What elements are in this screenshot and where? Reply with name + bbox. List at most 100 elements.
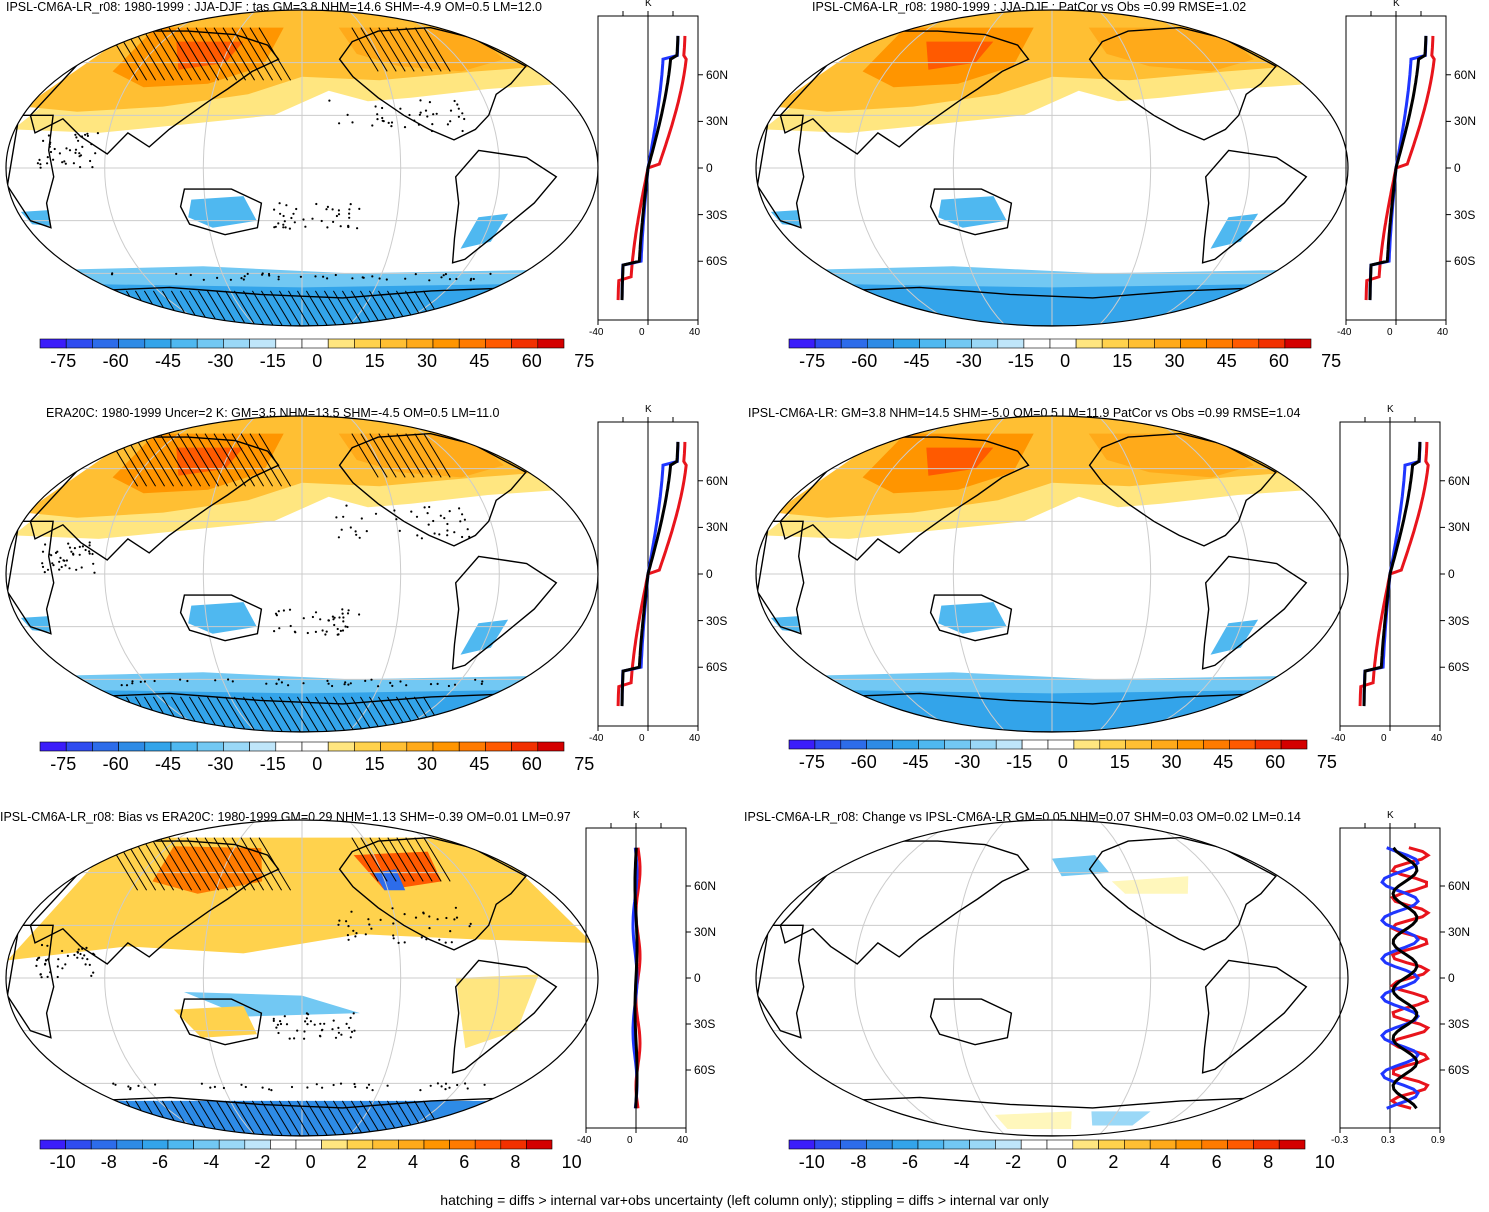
colorbar-swatch-1-18 (511, 338, 539, 349)
colorbar-swatch-5-3 (116, 1139, 143, 1150)
change-cool-spot (1052, 855, 1110, 877)
coast-samerica (1201, 959, 1308, 1074)
colorbar-label-1-2: -45 (155, 351, 182, 371)
colorbar-swatch-1-4 (144, 338, 172, 349)
panel-2-title: IPSL-CM6A-LR_r08: 1980-1999 : JJA-DJF : … (812, 0, 1247, 14)
colorbar-label-1-10: 75 (574, 351, 595, 371)
coast-eurasia (29, 436, 280, 561)
coast-samerica (1201, 149, 1308, 264)
colorbar-swatch-2-6 (945, 338, 972, 349)
colorbar-label-4-7: 30 (1161, 752, 1182, 772)
colorbar-swatch-2-7 (971, 338, 999, 349)
colorbar-swatch-6-17 (1227, 1139, 1254, 1150)
colorbar-label-3-4: -15 (259, 754, 286, 774)
colorbar-swatch-4-9 (1021, 739, 1049, 750)
map-border-6 (755, 819, 1349, 1137)
profile-lat-label-4-4: 60S (1448, 660, 1470, 675)
colorbar-label-4-2: -45 (902, 752, 929, 772)
coast-eurasia (779, 436, 1030, 561)
colorbar-swatch-1-7 (223, 338, 250, 349)
coast-namerica (338, 432, 528, 547)
colorbar-swatch-4-8 (995, 739, 1023, 750)
colorbar-swatch-3-18 (511, 741, 539, 752)
map-field-3 (6, 416, 598, 732)
graticule-6 (756, 820, 1348, 1136)
colorbar-swatch-1-3 (118, 338, 146, 349)
coast-namerica (1088, 432, 1278, 547)
profile-unit-3: K (645, 404, 652, 415)
colorbar-label-2-6: 15 (1112, 351, 1133, 371)
colorbar-swatch-1-8 (249, 338, 277, 349)
colorbar-label-1-9: 60 (521, 351, 542, 371)
colorbar-swatch-2-10 (1049, 338, 1077, 349)
colorbar-label-6-5: 0 (1056, 1152, 1067, 1172)
profile-lat-label-6-0: 60N (1448, 879, 1471, 893)
colorbar-swatch-2-8 (997, 338, 1025, 349)
bias-cool-pacific (184, 992, 360, 1017)
colorbar-label-5-0: -10 (49, 1152, 76, 1172)
profile-lat-label-4-3: 30S (1448, 613, 1470, 628)
coast-australia (929, 188, 1013, 236)
profile-lat-label-4-0: 60N (1448, 473, 1471, 488)
colorbar-label-2-3: -30 (955, 351, 982, 371)
colorbar-swatch-3-11 (327, 741, 355, 752)
colorbar-swatch-5-6 (193, 1139, 220, 1150)
map-border-5 (5, 819, 599, 1137)
colorbar-swatch-6-4 (891, 1139, 919, 1150)
profile-lat-label-3-4: 60S (706, 660, 728, 675)
map-panel-1 (5, 9, 599, 327)
colorbar-swatch-3-6 (196, 741, 224, 752)
profile-lat-label-3-3: 30S (706, 613, 728, 628)
colorbar-label-3-6: 15 (364, 754, 385, 774)
colorbar-swatch-3-19 (537, 741, 565, 752)
colorbar-label-1-7: 30 (417, 351, 438, 371)
colorbar-swatch-6-7 (969, 1139, 996, 1150)
coast-antarctica (836, 1096, 1273, 1136)
colorbar-swatch-1-12 (354, 338, 381, 349)
profile-black-3 (620, 441, 680, 707)
map-panel-5 (5, 819, 599, 1137)
colorbar-label-3-5: 0 (312, 754, 323, 774)
colorbar-label-2-8: 45 (1216, 351, 1237, 371)
coast-africa (6, 520, 55, 635)
colorbar-swatch-1-16 (458, 338, 486, 349)
coast-australia (929, 998, 1013, 1046)
profile-unit-5: K (633, 810, 640, 821)
profile-red-2 (1364, 35, 1436, 301)
colorbar-label-4-9: 60 (1265, 752, 1286, 772)
coast-namerica (338, 26, 528, 141)
change-cool-antarctic (1091, 1111, 1151, 1126)
coast-eurasia (29, 30, 280, 155)
colorbar-swatch-4-4 (892, 739, 919, 750)
profile-x-label-3-0: -40 (589, 733, 604, 744)
colorbar-swatch-5-18 (500, 1139, 527, 1150)
profile-x-label-5-0: -40 (577, 1135, 592, 1146)
colorbar-label-3-10: 75 (574, 754, 595, 774)
coast-australia (929, 594, 1013, 642)
profile-x-label-4-2: 40 (1431, 733, 1443, 744)
colorbar-swatch-2-19 (1284, 338, 1312, 349)
colorbar-swatch-6-12 (1098, 1139, 1125, 1150)
colorbar-swatch-3-15 (432, 741, 460, 752)
bias-hot-asia (152, 846, 263, 894)
profile-x-label-5-1: 0 (627, 1135, 633, 1146)
graticule-2 (756, 10, 1348, 326)
coast-samerica (451, 959, 558, 1074)
colorbar-swatch-5-11 (321, 1139, 348, 1150)
zonal-profile-1 (597, 11, 703, 325)
colorbar-swatch-6-13 (1124, 1139, 1151, 1150)
coast-eurasia (29, 840, 280, 965)
cool-africa (20, 616, 50, 632)
colorbar-swatch-6-3 (866, 1139, 893, 1150)
profile-black-1 (620, 35, 680, 301)
colorbar-swatch-5-10 (295, 1139, 322, 1150)
colorbar-swatch-6-19 (1278, 1139, 1306, 1150)
map-border-2 (755, 9, 1349, 327)
colorbar-swatch-4-15 (1177, 739, 1204, 750)
colorbar-label-1-1: -60 (102, 351, 129, 371)
profile-x-label-2-1: 0 (1387, 327, 1393, 338)
profile-x-label-6-2: 0.9 (1431, 1135, 1445, 1146)
map-field-6 (756, 820, 1348, 1136)
profile-lat-label-5-0: 60N (694, 879, 717, 893)
colorbar-swatch-1-9 (275, 338, 303, 349)
